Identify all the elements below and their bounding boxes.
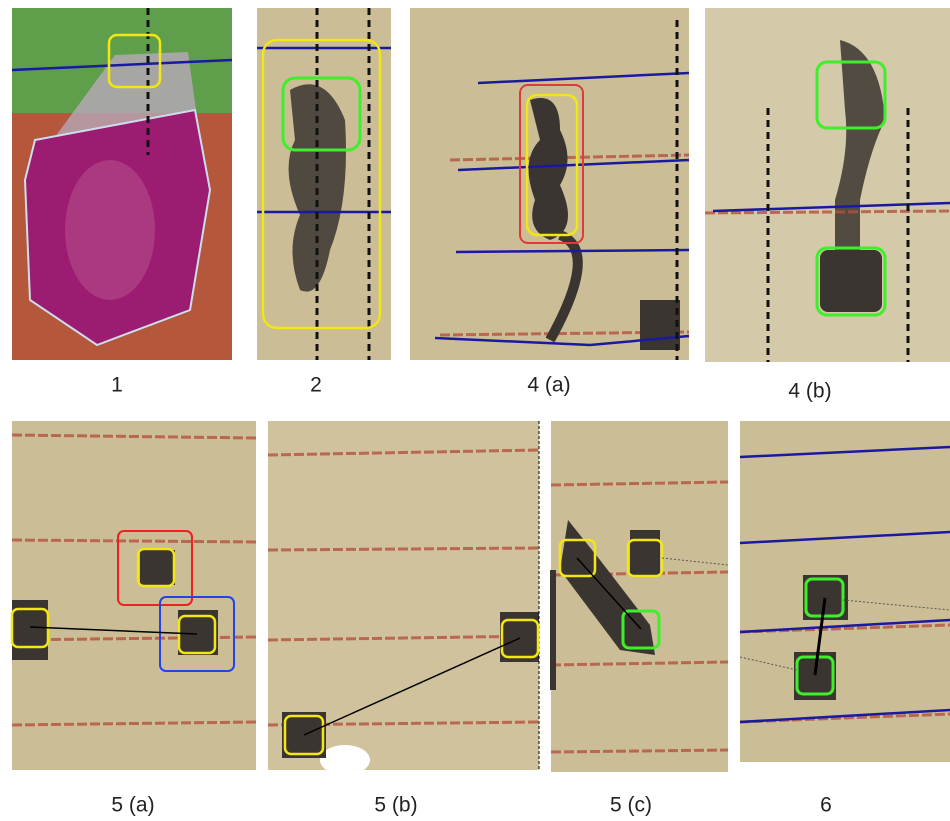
glyph xyxy=(320,745,370,775)
image xyxy=(12,421,256,770)
panel-2 xyxy=(257,8,391,360)
glyph xyxy=(820,250,882,312)
glyph xyxy=(640,300,680,350)
panel-7 xyxy=(551,421,728,772)
panel-6 xyxy=(268,421,539,775)
panel-4 xyxy=(705,8,950,362)
caption: 4 (a) xyxy=(527,374,570,397)
panel-8 xyxy=(740,421,950,762)
caption: 5 (b) xyxy=(374,794,417,817)
caption: 5 (c) xyxy=(610,794,652,817)
panel-1 xyxy=(12,8,232,360)
caption: 1 xyxy=(111,374,123,397)
staff-line xyxy=(268,548,539,550)
region xyxy=(65,160,155,300)
glyph xyxy=(140,550,175,585)
figure: 1 2 4 (a) 4 (b) 5 (a) 5 (b) 5 (c) 6 xyxy=(0,0,950,821)
caption: 5 (a) xyxy=(111,794,154,817)
caption: 4 (b) xyxy=(788,380,831,403)
caption: 6 xyxy=(820,794,832,817)
caption: 2 xyxy=(310,374,322,397)
panel-5 xyxy=(12,421,256,770)
image xyxy=(551,421,728,772)
panel-3 xyxy=(410,8,689,360)
glyph xyxy=(630,530,660,575)
